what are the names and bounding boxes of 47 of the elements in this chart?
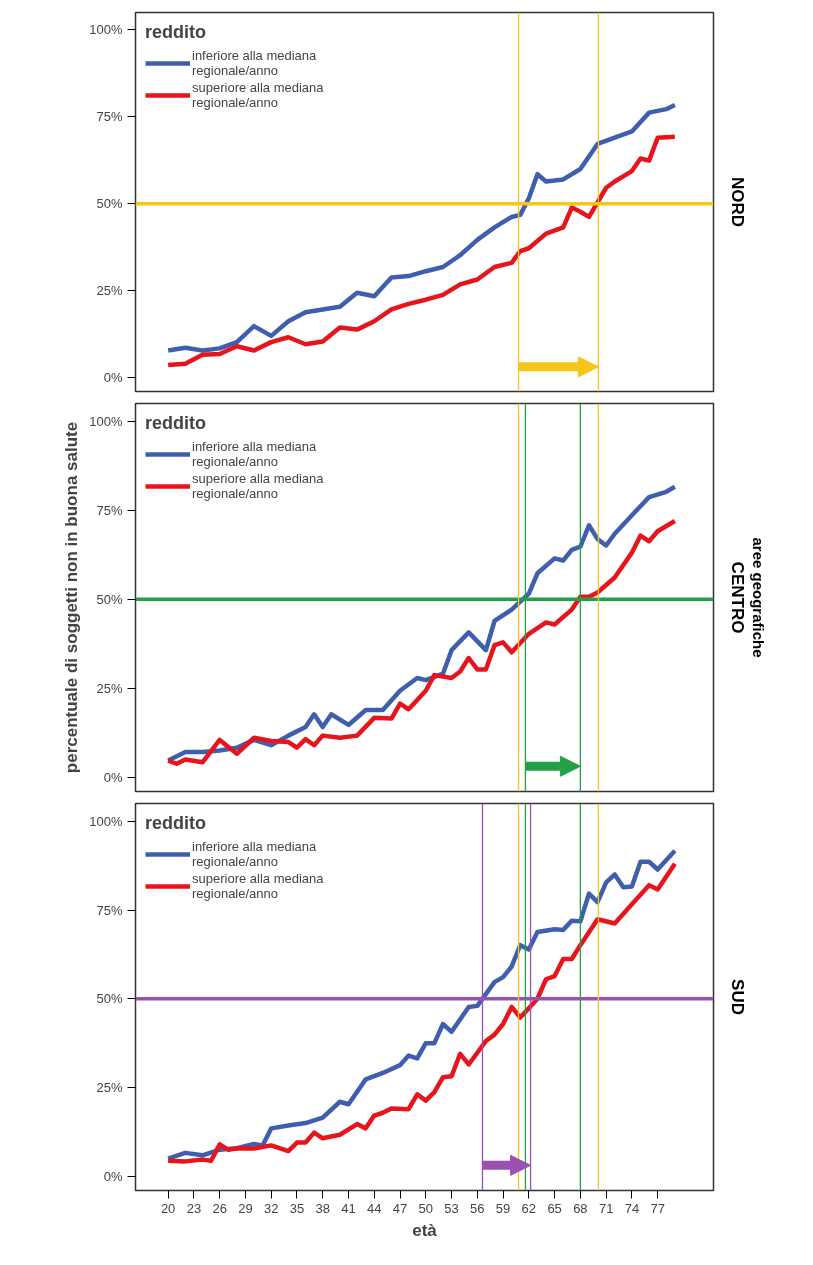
legend-title: reddito xyxy=(145,22,207,43)
x-tick-label: 23 xyxy=(186,1200,202,1216)
legend-label: superiore alla mediana regionale/anno xyxy=(192,80,324,110)
y-tick-label: 50% xyxy=(96,991,123,1007)
y-tick-label: 0% xyxy=(103,1168,123,1184)
x-tick-label: 62 xyxy=(521,1200,537,1216)
x-tick-label: 35 xyxy=(289,1200,305,1216)
x-tick-label: 74 xyxy=(624,1200,640,1216)
y-tick-label: 25% xyxy=(96,1080,123,1096)
x-tick-label: 41 xyxy=(341,1200,356,1216)
x-tick-label: 56 xyxy=(470,1200,485,1216)
y-tick-label: 100% xyxy=(89,813,123,829)
text: aree geografiche xyxy=(749,537,767,658)
y-tick-label: 75% xyxy=(96,902,123,918)
x-tick-label: 68 xyxy=(573,1200,588,1216)
legend-title: reddito xyxy=(145,413,207,434)
x-tick-label: 59 xyxy=(495,1200,511,1216)
y-tick-label: 50% xyxy=(96,196,123,212)
y-tick-label: 25% xyxy=(96,680,123,696)
y-tick-label: 75% xyxy=(96,502,123,518)
x-tick-label: 38 xyxy=(315,1200,330,1216)
legend-label: superiore alla mediana regionale/anno xyxy=(192,871,324,901)
y-axis-title: percentuale di soggetti non in buona salute xyxy=(62,421,82,774)
x-tick-label: 29 xyxy=(238,1200,253,1216)
x-tick-label: 65 xyxy=(547,1200,562,1216)
x-tick-label: 77 xyxy=(650,1200,665,1216)
x-axis-title: età xyxy=(412,1220,438,1240)
x-tick-label: 32 xyxy=(263,1200,279,1216)
y-tick-label: 100% xyxy=(89,22,123,38)
legend-title: reddito xyxy=(145,813,207,834)
x-tick-label: 26 xyxy=(212,1200,227,1216)
y-tick-label: 0% xyxy=(103,769,123,785)
legend-label: superiore alla mediana regionale/anno xyxy=(192,471,324,501)
y-tick-label: 25% xyxy=(96,283,123,299)
x-tick-label: 53 xyxy=(444,1200,459,1216)
text: NORD xyxy=(727,176,747,228)
y-tick-label: 0% xyxy=(103,370,123,386)
y-tick-label: 50% xyxy=(96,591,123,607)
x-tick-label: 20 xyxy=(160,1200,176,1216)
x-tick-label: 50 xyxy=(418,1200,434,1216)
text: SUD xyxy=(727,979,747,1015)
y-tick-label: 100% xyxy=(89,413,123,429)
x-tick-label: 47 xyxy=(392,1200,408,1216)
x-tick-label: 44 xyxy=(367,1200,382,1216)
y-tick-label: 75% xyxy=(96,109,123,125)
text: CENTRO xyxy=(727,561,747,634)
x-tick-label: 71 xyxy=(598,1200,614,1216)
